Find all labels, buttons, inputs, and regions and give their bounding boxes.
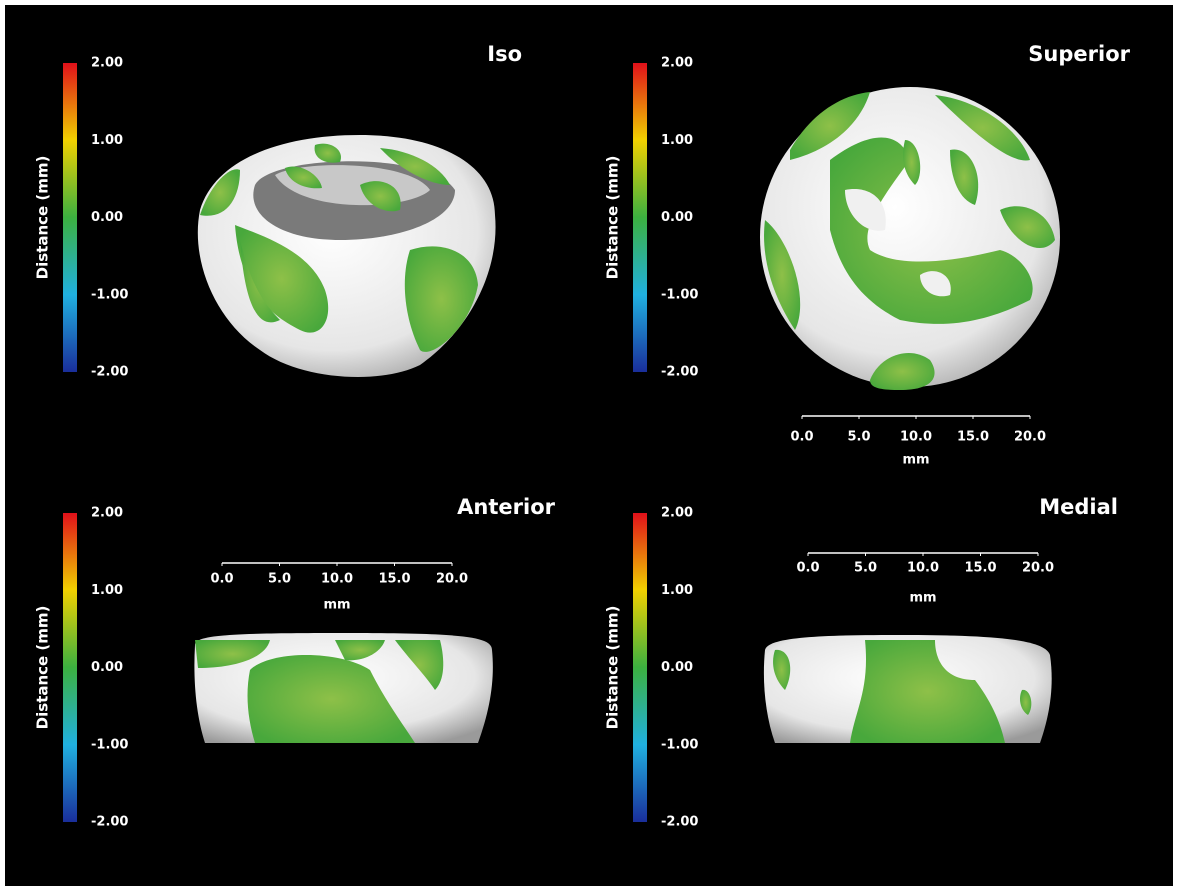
scale-tick-label: 0.0 <box>796 561 819 576</box>
scale-unit: mm <box>323 598 350 613</box>
scale-tick-label: 5.0 <box>847 430 870 445</box>
colorbar-label: Distance (mm) <box>34 156 52 280</box>
panel-title: Medial <box>1039 495 1118 519</box>
medial-render <box>764 635 1052 743</box>
panel-title: Anterior <box>457 495 555 519</box>
scale-tick-label: 15.0 <box>378 572 410 587</box>
page: {"panels": [ {"title": "Iso", "colorbar"… <box>0 0 1178 891</box>
scale-tick-label: 5.0 <box>268 572 291 587</box>
colorbar-tick-label: -2.00 <box>661 365 698 380</box>
scale-tick-label: 15.0 <box>957 430 989 445</box>
colorbar-tick-label: 2.00 <box>661 56 693 71</box>
scale-unit: mm <box>902 453 929 468</box>
scale-tick-label: 10.0 <box>321 572 353 587</box>
colorbar-tick-label: -1.00 <box>91 287 128 302</box>
colorbar-tick-label: 2.00 <box>661 506 693 521</box>
colorbar-tick-label: 1.00 <box>661 133 693 148</box>
scale-tick-label: 5.0 <box>854 561 877 576</box>
colorbar <box>63 513 77 822</box>
scale-tick-label: 10.0 <box>900 430 932 445</box>
colorbar-tick-label: -1.00 <box>661 737 698 752</box>
colorbar-tick-label: 0.00 <box>91 660 123 675</box>
colorbar-label: Distance (mm) <box>604 606 622 730</box>
colorbar-tick-label: -1.00 <box>661 287 698 302</box>
colorbar-tick-label: 0.00 <box>91 210 123 225</box>
scale-tick-label: 0.0 <box>790 430 813 445</box>
colorbar-label: Distance (mm) <box>604 156 622 280</box>
scale-unit: mm <box>909 591 936 606</box>
scale-tick-label: 10.0 <box>907 561 939 576</box>
colorbar <box>633 513 647 822</box>
scale-tick-label: 15.0 <box>964 561 996 576</box>
colorbar-tick-label: 1.00 <box>661 583 693 598</box>
panel-title: Iso <box>487 42 522 66</box>
colorbar-tick-label: -2.00 <box>91 365 128 380</box>
colorbar-label: Distance (mm) <box>34 606 52 730</box>
anterior-render <box>194 633 492 743</box>
colorbar-tick-label: -1.00 <box>91 737 128 752</box>
colorbar-tick-label: 1.00 <box>91 133 123 148</box>
scale-tick-label: 20.0 <box>1014 430 1046 445</box>
colorbar <box>633 63 647 372</box>
colorbar-tick-label: 1.00 <box>91 583 123 598</box>
scale-tick-label: 0.0 <box>210 572 233 587</box>
colorbar-tick-label: 0.00 <box>661 210 693 225</box>
colorbar-tick-label: 2.00 <box>91 506 123 521</box>
panel-title: Superior <box>1028 42 1130 66</box>
colorbar-tick-label: -2.00 <box>91 815 128 830</box>
scale-tick-label: 20.0 <box>436 572 468 587</box>
figure: Iso Distance (mm) 2.00 1.00 0.00 -1.00 -2.00 Su… <box>0 0 1178 891</box>
colorbar-tick-label: -2.00 <box>661 815 698 830</box>
colorbar <box>63 63 77 372</box>
scale-tick-label: 20.0 <box>1022 561 1054 576</box>
colorbar-tick-label: 2.00 <box>91 56 123 71</box>
colorbar-tick-label: 0.00 <box>661 660 693 675</box>
